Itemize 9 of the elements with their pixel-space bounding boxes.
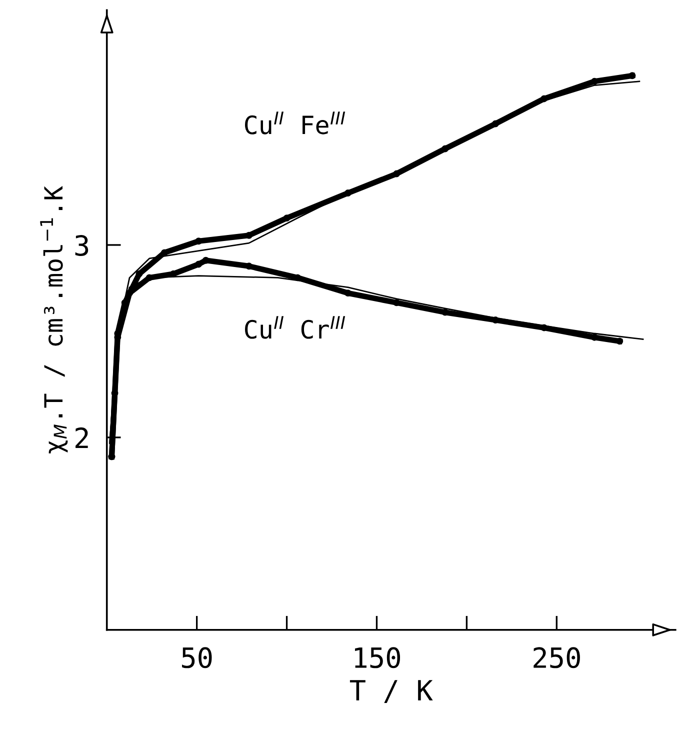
x-axis-title: T / K	[350, 680, 433, 703]
y-tick-label: 2	[76, 427, 88, 448]
y-tick-label: 3	[75, 234, 88, 256]
x-tick-label: 250	[534, 647, 580, 668]
text: Cu$^{II}$ Fe$^{III}$	[245, 112, 346, 134]
series-label: Cu$^{II}$ Cr$^{III}$	[245, 316, 346, 339]
x-tick-label: 50	[182, 647, 212, 668]
y-axis-title: χ$_{M}$.T / cm³.mol$^{−1}$.K	[40, 186, 68, 454]
x-tick-label: 150	[354, 647, 400, 668]
